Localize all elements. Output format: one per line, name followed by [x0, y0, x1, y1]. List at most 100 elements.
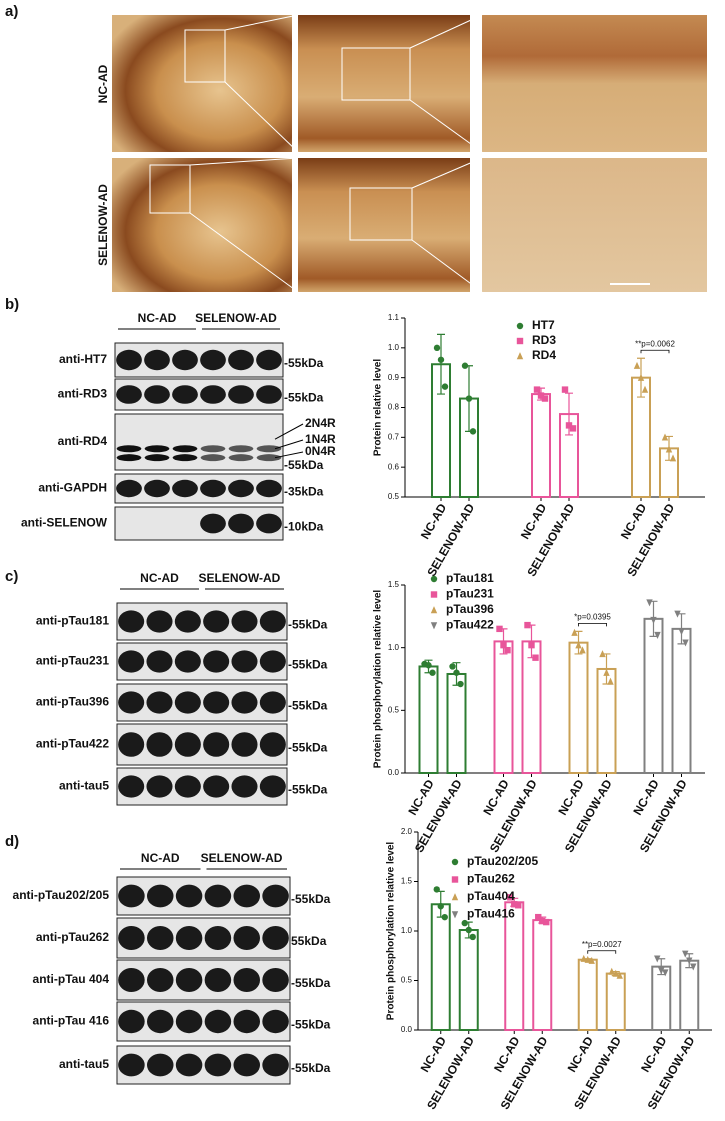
legend-label: HT7 — [532, 318, 555, 332]
band — [204, 1009, 232, 1034]
significance-bracket — [578, 622, 607, 627]
panel-label: c) — [5, 568, 18, 585]
y-tick-label: 1.0 — [388, 643, 400, 652]
size-label: -55kDa — [284, 391, 324, 405]
bar — [504, 901, 525, 1031]
band — [228, 349, 254, 371]
legend-label: pTau404 — [467, 889, 515, 903]
band — [174, 691, 201, 714]
band — [172, 349, 198, 371]
band — [118, 1053, 145, 1077]
significance-label: **p=0.0027 — [582, 940, 622, 949]
point — [496, 625, 503, 633]
antibody-label: anti-SELENOW — [21, 516, 108, 530]
bar — [458, 929, 479, 1032]
band — [262, 926, 289, 950]
band — [231, 775, 258, 798]
group-label: SELENOW-AD — [199, 571, 281, 585]
bar — [531, 393, 551, 499]
point — [646, 599, 653, 607]
group-label: NC-AD — [140, 571, 179, 585]
band — [200, 445, 226, 453]
band — [146, 1009, 174, 1034]
size-label: -55kDa — [291, 1061, 331, 1075]
legend-marker — [451, 876, 459, 883]
point — [543, 918, 550, 926]
point — [457, 680, 464, 688]
blot — [116, 642, 288, 681]
point — [541, 395, 549, 402]
micrograph — [112, 15, 292, 152]
point — [616, 971, 623, 979]
point — [608, 967, 615, 975]
panel-a: a) NC-AD SELENOW-AD — [5, 3, 707, 293]
bar — [605, 972, 626, 1032]
point — [465, 395, 473, 402]
blot — [116, 1001, 291, 1042]
band — [146, 650, 173, 673]
band — [203, 775, 230, 798]
band — [174, 775, 201, 798]
blot — [116, 723, 288, 766]
legend-label: pTau416 — [467, 907, 515, 921]
point — [599, 650, 606, 658]
point — [469, 933, 476, 941]
point — [461, 919, 468, 927]
band — [228, 454, 254, 462]
band — [203, 650, 230, 673]
band — [200, 349, 226, 371]
blot — [116, 1045, 291, 1085]
band — [204, 1053, 232, 1077]
band — [146, 610, 173, 633]
point — [535, 913, 542, 921]
point — [437, 903, 444, 910]
band — [256, 454, 282, 462]
bar — [521, 640, 542, 775]
antibody-label: anti-HT7 — [59, 352, 107, 366]
group-label: NC-AD — [141, 851, 180, 865]
blot — [116, 959, 291, 1001]
y-tick-label: 1.5 — [401, 877, 413, 886]
blot — [114, 342, 284, 378]
point — [433, 344, 441, 352]
band — [228, 479, 254, 498]
bar — [568, 641, 589, 774]
band — [172, 454, 198, 462]
y-axis-label: Protein phosphorylation relative level — [373, 590, 384, 769]
legend-marker — [430, 606, 438, 614]
point — [425, 662, 432, 669]
band — [203, 691, 230, 714]
size-label: -55kDa — [284, 356, 324, 370]
point — [537, 392, 545, 399]
legend-label: pTau396 — [446, 602, 494, 616]
band — [203, 610, 230, 633]
micrograph — [112, 158, 292, 292]
point — [603, 668, 610, 676]
band — [144, 454, 170, 462]
band — [259, 732, 286, 757]
legend-marker — [430, 622, 438, 630]
band — [116, 479, 142, 498]
band — [200, 454, 226, 462]
band — [144, 385, 170, 404]
point — [569, 425, 577, 432]
y-tick-label: 1.0 — [388, 343, 400, 352]
blot — [114, 378, 284, 411]
blot — [116, 876, 291, 916]
point — [441, 383, 449, 390]
point — [511, 901, 518, 908]
point — [650, 616, 657, 624]
band — [146, 775, 173, 798]
row-label: NC-AD — [96, 64, 110, 103]
band — [146, 968, 174, 992]
bar — [532, 919, 553, 1031]
band — [116, 445, 142, 453]
band — [118, 610, 145, 633]
antibody-label: anti-pTau231 — [36, 654, 109, 668]
group-label: SELENOW-AD — [195, 311, 277, 325]
size-label: 55kDa — [291, 934, 327, 948]
isoform-line — [274, 423, 304, 440]
band — [172, 445, 198, 453]
antibody-label: anti-pTau202/205 — [13, 888, 110, 902]
antibody-label: anti-RD3 — [58, 387, 108, 401]
